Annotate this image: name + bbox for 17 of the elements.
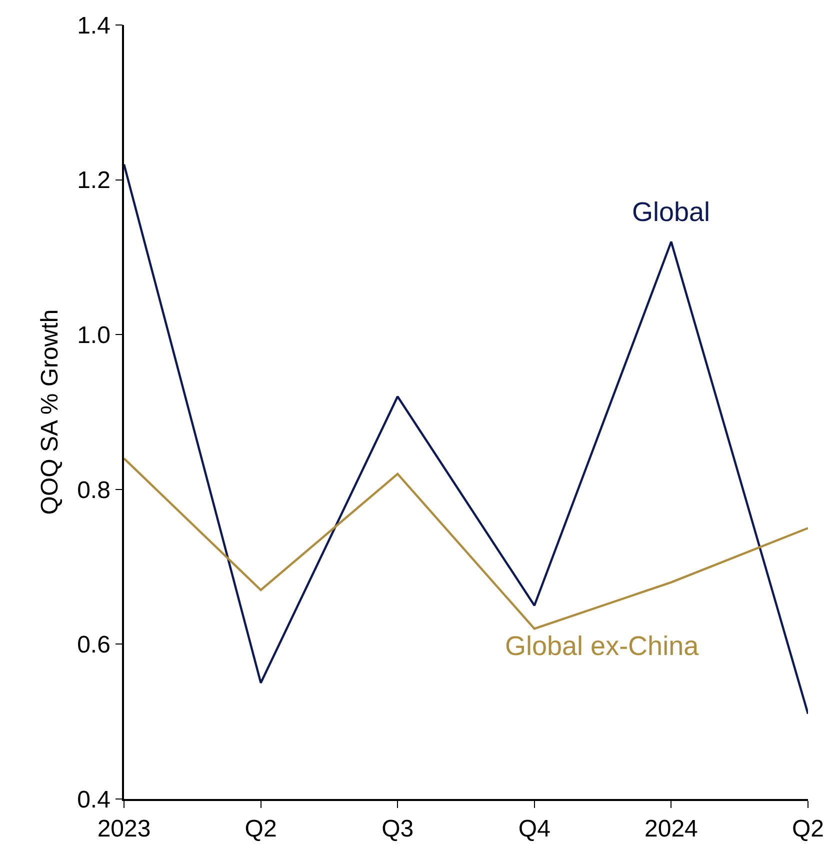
x-tick-label: 2023 bbox=[97, 816, 151, 843]
line-series bbox=[124, 457, 808, 630]
y-axis-title: QOQ SA % Growth bbox=[36, 309, 64, 515]
series-label: Global ex-China bbox=[505, 631, 700, 661]
x-tick-label: Q3 bbox=[382, 816, 414, 843]
x-tick-label: Q2 bbox=[792, 816, 824, 843]
x-tick-label: Q4 bbox=[518, 816, 550, 843]
y-tick-label: 0.8 bbox=[77, 476, 110, 504]
y-tick-label: 0.4 bbox=[77, 786, 110, 814]
y-tick-label: 1.0 bbox=[77, 322, 110, 349]
x-tick-label: 2024 bbox=[644, 816, 698, 843]
line-series bbox=[124, 163, 808, 715]
series-label: Global bbox=[632, 197, 710, 227]
y-tick-label: 1.4 bbox=[77, 12, 110, 40]
y-tick-label: 0.6 bbox=[77, 632, 110, 659]
x-tick-label: Q2 bbox=[244, 816, 277, 843]
y-tick-label: 1.2 bbox=[77, 167, 110, 194]
